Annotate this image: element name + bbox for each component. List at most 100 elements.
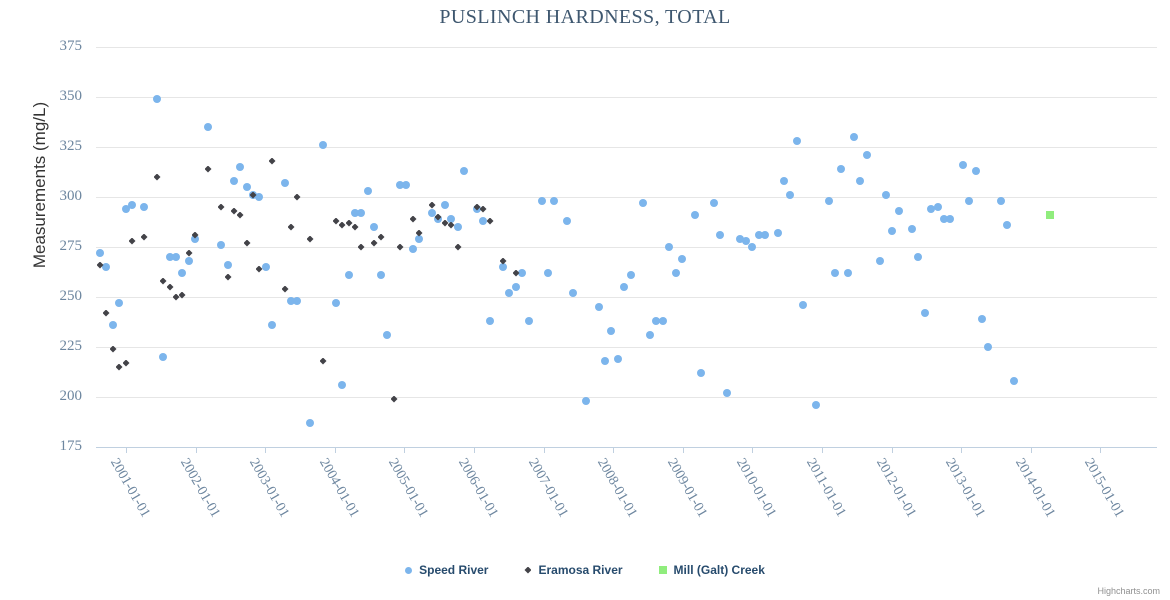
legend-item-eramosa-river[interactable]: Eramosa River bbox=[524, 563, 623, 577]
data-point-speed-river[interactable] bbox=[128, 201, 136, 209]
data-point-speed-river[interactable] bbox=[538, 197, 546, 205]
data-point-eramosa-river[interactable] bbox=[454, 243, 462, 251]
data-point-speed-river[interactable] bbox=[357, 209, 365, 217]
data-point-eramosa-river[interactable] bbox=[473, 203, 481, 211]
data-point-speed-river[interactable] bbox=[268, 321, 276, 329]
data-point-speed-river[interactable] bbox=[550, 197, 558, 205]
data-point-speed-river[interactable] bbox=[166, 253, 174, 261]
data-point-speed-river[interactable] bbox=[697, 369, 705, 377]
data-point-eramosa-river[interactable] bbox=[486, 217, 494, 225]
data-point-speed-river[interactable] bbox=[652, 317, 660, 325]
data-point-speed-river[interactable] bbox=[888, 227, 896, 235]
data-point-speed-river[interactable] bbox=[319, 141, 327, 149]
data-point-speed-river[interactable] bbox=[262, 263, 270, 271]
data-point-speed-river[interactable] bbox=[639, 199, 647, 207]
data-point-eramosa-river[interactable] bbox=[479, 205, 487, 213]
data-point-speed-river[interactable] bbox=[96, 249, 104, 257]
data-point-speed-river[interactable] bbox=[505, 289, 513, 297]
data-point-speed-river[interactable] bbox=[518, 269, 526, 277]
data-point-speed-river[interactable] bbox=[338, 381, 346, 389]
data-point-speed-river[interactable] bbox=[672, 269, 680, 277]
data-point-speed-river[interactable] bbox=[383, 331, 391, 339]
data-point-speed-river[interactable] bbox=[479, 217, 487, 225]
data-point-speed-river[interactable] bbox=[844, 269, 852, 277]
data-point-eramosa-river[interactable] bbox=[512, 269, 520, 277]
data-point-speed-river[interactable] bbox=[997, 197, 1005, 205]
data-point-speed-river[interactable] bbox=[569, 289, 577, 297]
data-point-speed-river[interactable] bbox=[646, 331, 654, 339]
data-point-speed-river[interactable] bbox=[659, 317, 667, 325]
data-point-eramosa-river[interactable] bbox=[293, 193, 301, 201]
data-point-speed-river[interactable] bbox=[293, 297, 301, 305]
data-point-mill-galt-creek[interactable] bbox=[1046, 211, 1054, 219]
data-point-speed-river[interactable] bbox=[786, 191, 794, 199]
data-point-speed-river[interactable] bbox=[178, 269, 186, 277]
data-point-speed-river[interactable] bbox=[895, 207, 903, 215]
data-point-eramosa-river[interactable] bbox=[441, 219, 449, 227]
data-point-speed-river[interactable] bbox=[882, 191, 890, 199]
data-point-speed-river[interactable] bbox=[191, 235, 199, 243]
data-point-speed-river[interactable] bbox=[940, 215, 948, 223]
data-point-eramosa-river[interactable] bbox=[409, 215, 417, 223]
data-point-eramosa-river[interactable] bbox=[204, 165, 212, 173]
data-point-speed-river[interactable] bbox=[402, 181, 410, 189]
data-point-eramosa-river[interactable] bbox=[102, 309, 110, 317]
data-point-speed-river[interactable] bbox=[627, 271, 635, 279]
data-point-eramosa-river[interactable] bbox=[332, 217, 340, 225]
data-point-eramosa-river[interactable] bbox=[243, 239, 251, 247]
data-point-eramosa-river[interactable] bbox=[185, 249, 193, 257]
data-point-speed-river[interactable] bbox=[243, 183, 251, 191]
data-point-eramosa-river[interactable] bbox=[434, 213, 442, 221]
data-point-speed-river[interactable] bbox=[831, 269, 839, 277]
data-point-speed-river[interactable] bbox=[863, 151, 871, 159]
data-point-eramosa-river[interactable] bbox=[390, 395, 398, 403]
data-point-speed-river[interactable] bbox=[306, 419, 314, 427]
data-point-speed-river[interactable] bbox=[159, 353, 167, 361]
data-point-speed-river[interactable] bbox=[761, 231, 769, 239]
data-point-speed-river[interactable] bbox=[755, 231, 763, 239]
data-point-eramosa-river[interactable] bbox=[499, 257, 507, 265]
data-point-speed-river[interactable] bbox=[370, 223, 378, 231]
data-point-eramosa-river[interactable] bbox=[319, 357, 327, 365]
data-point-eramosa-river[interactable] bbox=[172, 293, 180, 301]
data-point-eramosa-river[interactable] bbox=[447, 221, 455, 229]
data-point-speed-river[interactable] bbox=[927, 205, 935, 213]
data-point-speed-river[interactable] bbox=[921, 309, 929, 317]
data-point-speed-river[interactable] bbox=[109, 321, 117, 329]
data-point-eramosa-river[interactable] bbox=[357, 243, 365, 251]
data-point-speed-river[interactable] bbox=[850, 133, 858, 141]
data-point-speed-river[interactable] bbox=[544, 269, 552, 277]
data-point-speed-river[interactable] bbox=[204, 123, 212, 131]
data-point-speed-river[interactable] bbox=[351, 209, 359, 217]
data-point-speed-river[interactable] bbox=[748, 243, 756, 251]
data-point-eramosa-river[interactable] bbox=[345, 219, 353, 227]
data-point-speed-river[interactable] bbox=[774, 229, 782, 237]
data-point-speed-river[interactable] bbox=[364, 187, 372, 195]
data-point-eramosa-river[interactable] bbox=[268, 157, 276, 165]
data-point-speed-river[interactable] bbox=[217, 241, 225, 249]
data-point-eramosa-river[interactable] bbox=[153, 173, 161, 181]
data-point-speed-river[interactable] bbox=[140, 203, 148, 211]
data-point-speed-river[interactable] bbox=[799, 301, 807, 309]
data-point-speed-river[interactable] bbox=[620, 283, 628, 291]
data-point-speed-river[interactable] bbox=[332, 299, 340, 307]
data-point-speed-river[interactable] bbox=[665, 243, 673, 251]
data-point-speed-river[interactable] bbox=[723, 389, 731, 397]
data-point-speed-river[interactable] bbox=[595, 303, 603, 311]
legend-item-speed-river[interactable]: Speed River bbox=[405, 563, 488, 577]
data-point-speed-river[interactable] bbox=[780, 177, 788, 185]
data-point-speed-river[interactable] bbox=[396, 181, 404, 189]
data-point-speed-river[interactable] bbox=[856, 177, 864, 185]
data-point-speed-river[interactable] bbox=[122, 205, 130, 213]
data-point-speed-river[interactable] bbox=[441, 201, 449, 209]
data-point-speed-river[interactable] bbox=[736, 235, 744, 243]
data-point-speed-river[interactable] bbox=[460, 167, 468, 175]
data-point-eramosa-river[interactable] bbox=[287, 223, 295, 231]
data-point-eramosa-river[interactable] bbox=[351, 223, 359, 231]
data-point-speed-river[interactable] bbox=[710, 199, 718, 207]
data-point-speed-river[interactable] bbox=[525, 317, 533, 325]
data-point-eramosa-river[interactable] bbox=[109, 345, 117, 353]
data-point-speed-river[interactable] bbox=[415, 235, 423, 243]
data-point-eramosa-river[interactable] bbox=[236, 211, 244, 219]
data-point-eramosa-river[interactable] bbox=[306, 235, 314, 243]
